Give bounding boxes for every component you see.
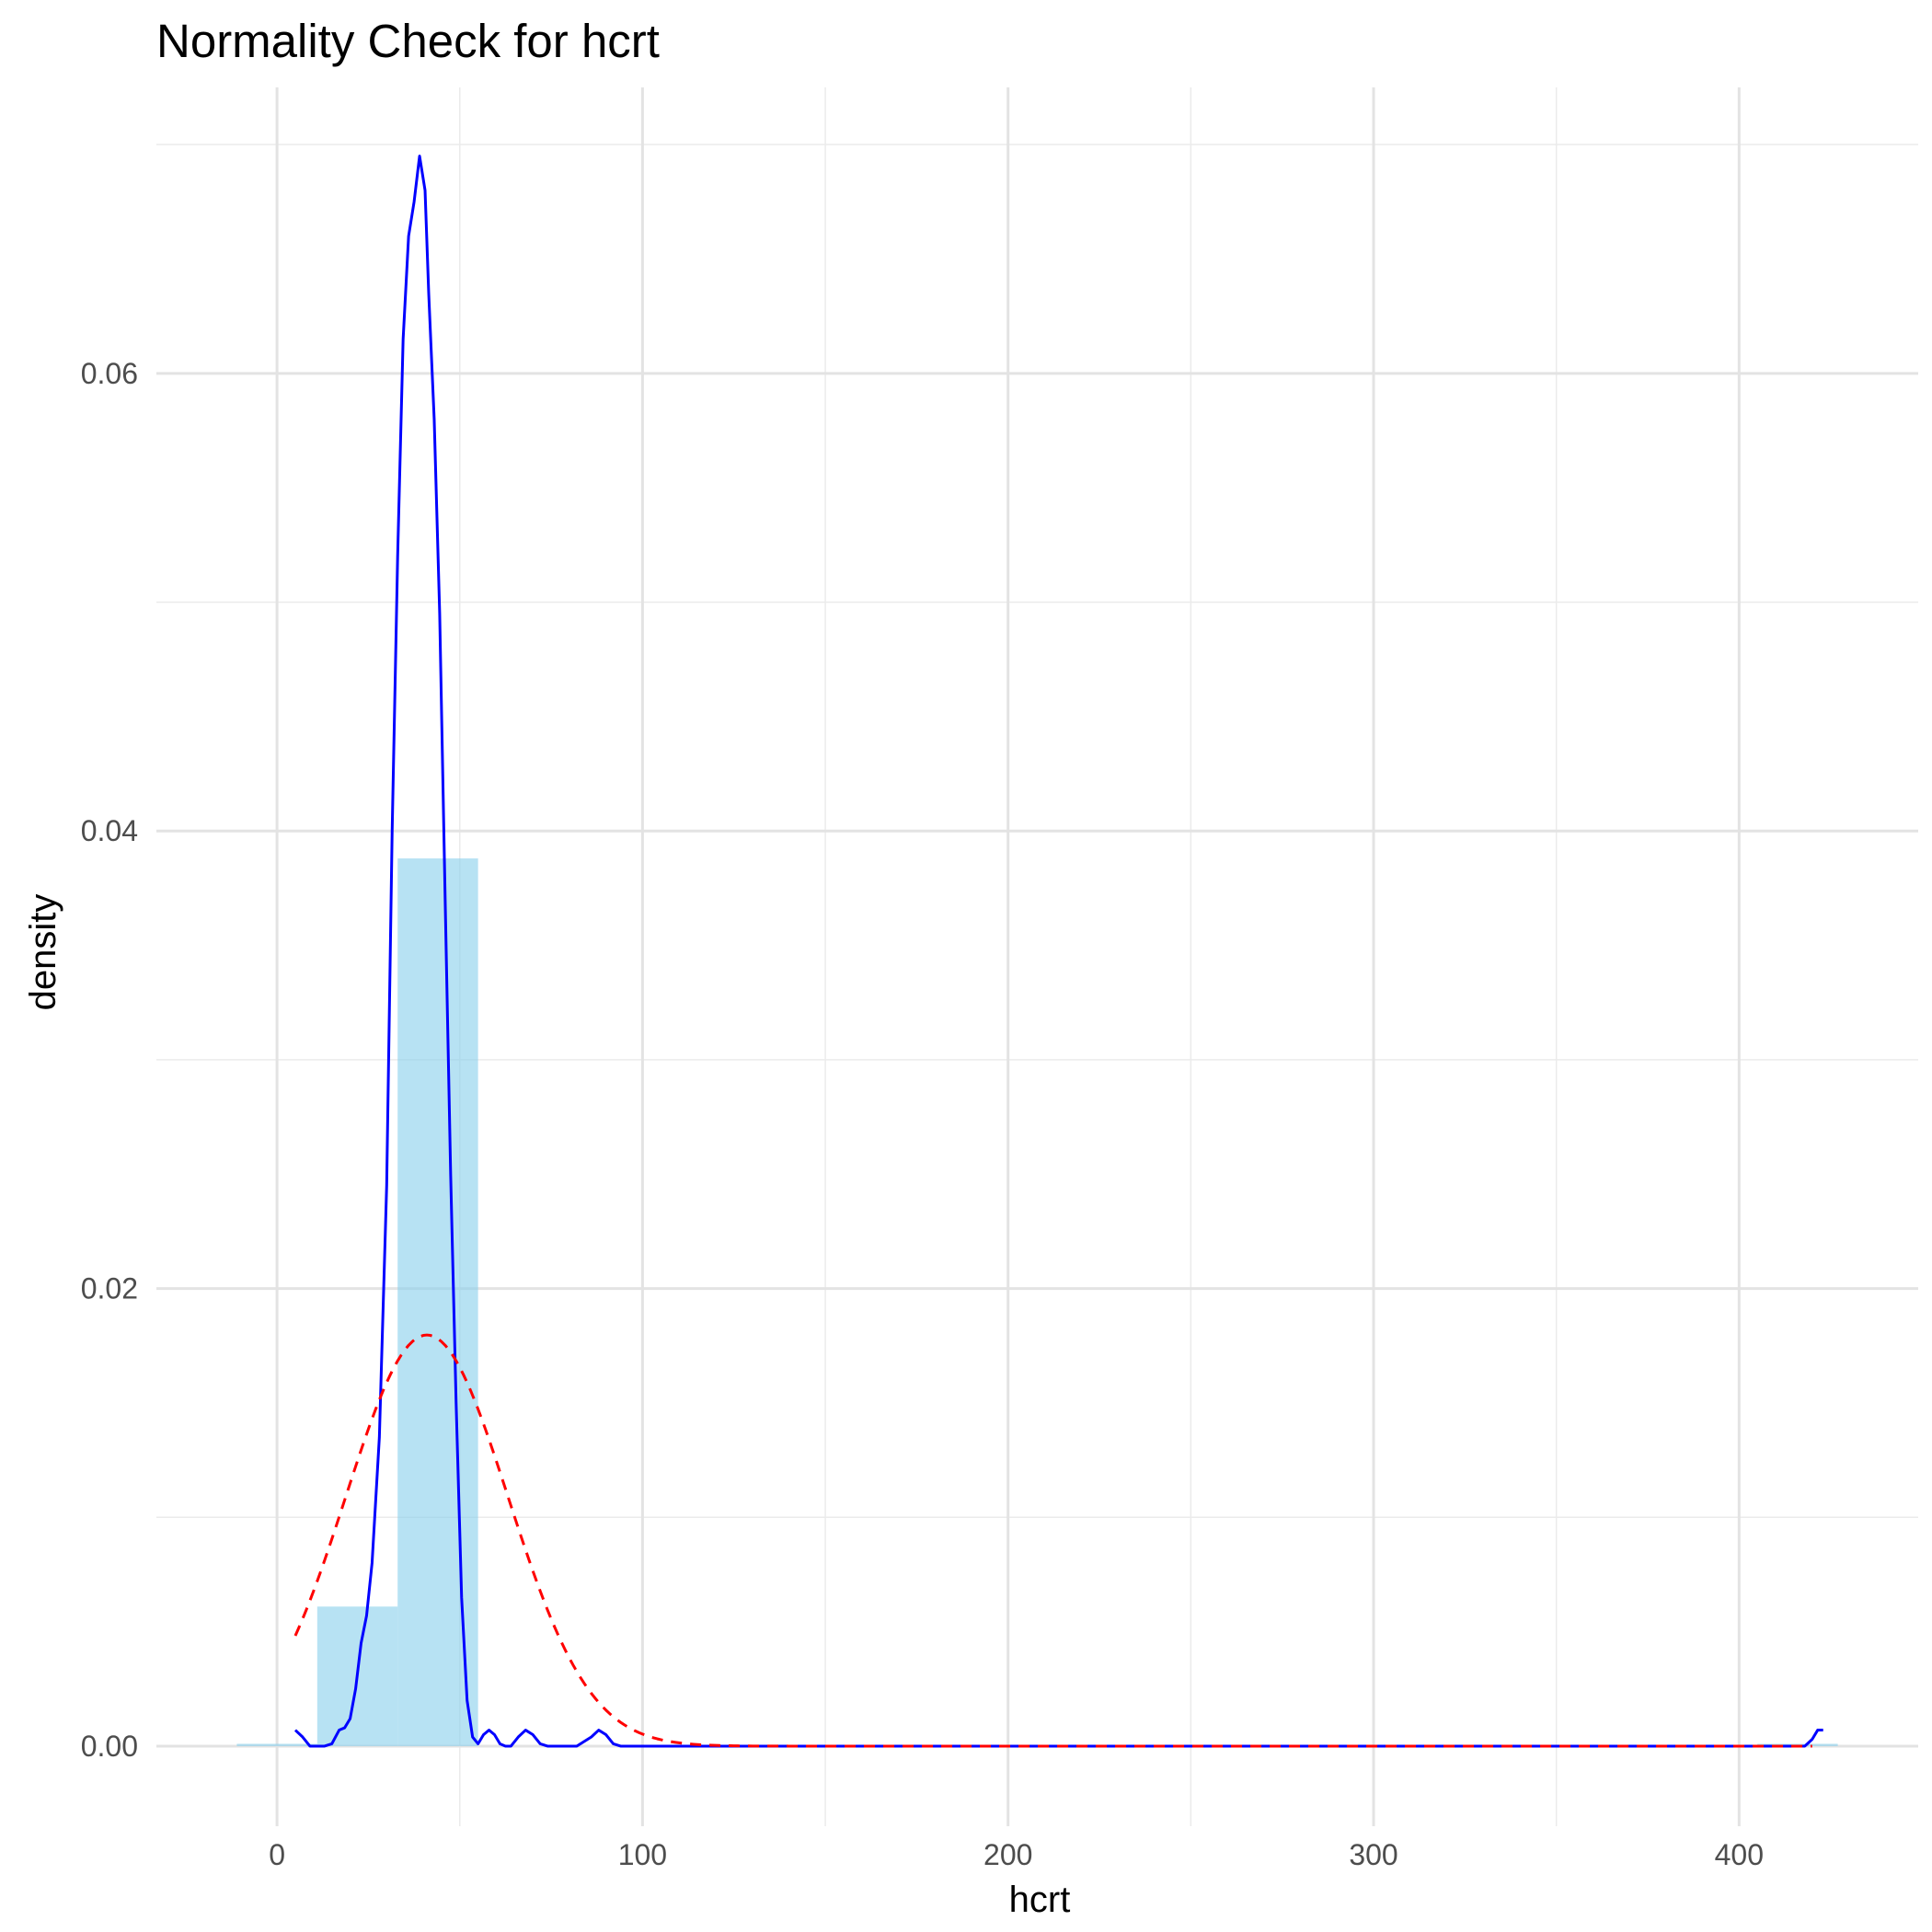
chart-title: Normality Check for hcrt [156,15,660,67]
y-tick-label: 0.06 [81,357,138,390]
normal-curve-line [293,1333,1812,1748]
x-tick-label: 400 [1715,1838,1764,1871]
histogram-bars [236,858,1838,1746]
x-tick-label: 0 [269,1838,285,1871]
y-axis-tick-labels: 0.00 0.02 0.04 0.06 [81,357,138,1763]
x-tick-label: 200 [983,1838,1032,1871]
density-lines [293,155,1823,1748]
y-tick-label: 0.00 [81,1730,138,1763]
y-tick-label: 0.02 [81,1272,138,1305]
histogram-bar [397,858,478,1746]
y-axis-label: density [23,894,63,1011]
x-tick-label: 100 [618,1838,667,1871]
kernel-density-line [293,155,1823,1748]
x-tick-label: 300 [1349,1838,1397,1871]
x-axis-tick-labels: 0 100 200 300 400 [269,1838,1764,1871]
y-tick-label: 0.04 [81,814,138,847]
histogram-bar [236,1743,317,1746]
x-axis-label: hcrt [1009,1880,1071,1920]
